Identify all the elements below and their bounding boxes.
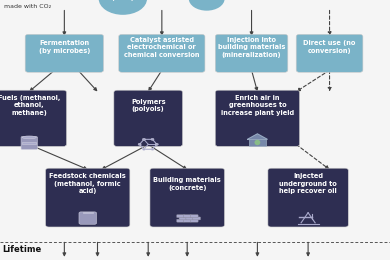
- FancyBboxPatch shape: [183, 219, 191, 222]
- FancyBboxPatch shape: [215, 90, 300, 146]
- Text: Fuels (methanol,
ethanol,
methane): Fuels (methanol, ethanol, methane): [0, 95, 60, 116]
- Polygon shape: [248, 134, 268, 139]
- Circle shape: [142, 138, 145, 140]
- Ellipse shape: [255, 140, 261, 145]
- Text: Injection into
building materials
(mineralization): Injection into building materials (miner…: [218, 37, 285, 58]
- Ellipse shape: [22, 136, 36, 139]
- FancyBboxPatch shape: [114, 90, 183, 146]
- FancyBboxPatch shape: [25, 34, 104, 72]
- Circle shape: [142, 148, 145, 150]
- Circle shape: [189, 0, 225, 11]
- FancyBboxPatch shape: [0, 90, 66, 146]
- Text: (CCUᵤ): (CCUᵤ): [112, 0, 134, 1]
- FancyBboxPatch shape: [177, 215, 184, 218]
- FancyBboxPatch shape: [183, 215, 191, 218]
- Bar: [83, 212, 93, 213]
- FancyBboxPatch shape: [186, 217, 194, 220]
- Text: Fermentation
(by microbes): Fermentation (by microbes): [39, 41, 90, 54]
- Circle shape: [155, 143, 158, 145]
- Circle shape: [138, 143, 141, 145]
- Text: Feedstock chemicals
(methanol, formic
acid): Feedstock chemicals (methanol, formic ac…: [50, 173, 126, 194]
- Bar: [22, 142, 36, 144]
- FancyBboxPatch shape: [46, 168, 130, 227]
- FancyBboxPatch shape: [215, 34, 288, 72]
- FancyBboxPatch shape: [119, 34, 205, 72]
- FancyBboxPatch shape: [190, 219, 198, 222]
- Text: Polymers
(polyols): Polymers (polyols): [131, 99, 165, 112]
- Text: Direct use (no
conversion): Direct use (no conversion): [303, 41, 356, 54]
- FancyBboxPatch shape: [193, 217, 200, 220]
- FancyBboxPatch shape: [21, 136, 37, 149]
- FancyBboxPatch shape: [190, 215, 198, 218]
- Text: Enrich air in
greenhouses to
increase plant yield: Enrich air in greenhouses to increase pl…: [221, 95, 294, 116]
- FancyBboxPatch shape: [268, 168, 348, 227]
- Circle shape: [151, 148, 154, 150]
- Text: Injected
underground to
help recover oil: Injected underground to help recover oil: [279, 173, 337, 194]
- FancyBboxPatch shape: [296, 34, 363, 72]
- Text: Lifetime: Lifetime: [2, 245, 41, 254]
- FancyBboxPatch shape: [177, 219, 184, 222]
- Text: made with CO₂: made with CO₂: [4, 4, 51, 9]
- FancyBboxPatch shape: [79, 212, 97, 224]
- Bar: [249, 139, 266, 146]
- FancyBboxPatch shape: [179, 217, 187, 220]
- FancyBboxPatch shape: [150, 168, 224, 227]
- Text: Building materials
(concrete): Building materials (concrete): [153, 177, 221, 191]
- Circle shape: [99, 0, 147, 15]
- Circle shape: [151, 138, 154, 140]
- Text: Catalyst assisted
electrochemical or
chemical conversion: Catalyst assisted electrochemical or che…: [124, 37, 200, 58]
